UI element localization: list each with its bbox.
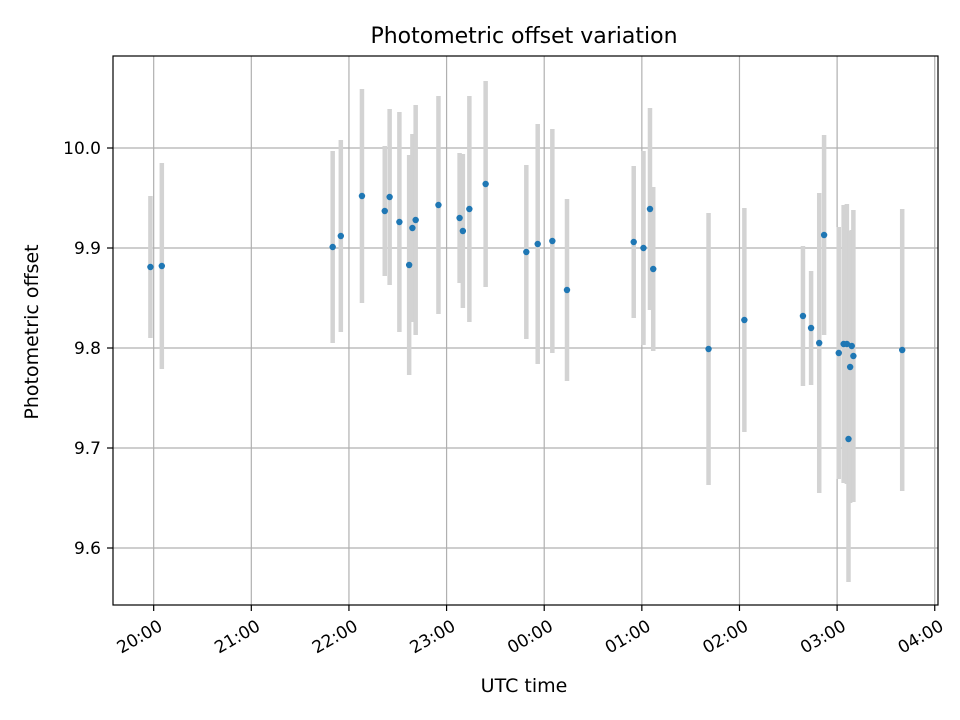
- y-axis-label: Photometric offset: [21, 244, 43, 419]
- x-tick-label: 21:00: [211, 616, 263, 658]
- y-tick-label: 10.0: [63, 139, 101, 159]
- y-tick-label: 9.7: [74, 439, 101, 459]
- data-point: [409, 224, 416, 232]
- data-point: [412, 216, 419, 224]
- x-tick-label: 01:00: [602, 616, 654, 658]
- data-point: [459, 227, 467, 235]
- x-tick-label: 22:00: [309, 616, 361, 658]
- data-point: [358, 192, 366, 200]
- y-tick-label: 9.6: [74, 539, 101, 559]
- data-point: [845, 435, 852, 443]
- y-tick-label: 9.9: [74, 239, 101, 259]
- error-bars: [148, 81, 905, 582]
- x-tick-label: 00:00: [504, 616, 556, 658]
- data-point: [158, 262, 166, 270]
- chart-title: Photometric offset variation: [370, 24, 677, 49]
- data-point: [549, 237, 556, 245]
- x-tick-label: 23:00: [407, 616, 459, 658]
- data-point: [563, 286, 571, 294]
- data-point: [899, 346, 906, 354]
- x-tick-label: 04:00: [895, 616, 947, 658]
- data-point: [807, 324, 815, 332]
- data-point: [846, 363, 854, 371]
- data-point: [337, 232, 345, 240]
- y-tick-label: 9.8: [74, 339, 101, 359]
- data-point: [848, 342, 855, 350]
- data-point: [405, 261, 413, 269]
- data-point: [456, 214, 463, 222]
- x-axis-label: UTC time: [481, 675, 568, 697]
- data-point: [630, 238, 637, 246]
- plot-frame: [112, 55, 939, 606]
- data-point: [386, 193, 393, 201]
- data-point: [147, 263, 154, 271]
- data-point: [329, 243, 336, 251]
- data-point: [850, 352, 857, 360]
- data-point: [435, 201, 442, 209]
- data-point: [816, 339, 823, 347]
- data-point: [843, 340, 851, 348]
- data-point: [741, 316, 748, 324]
- data-point: [646, 205, 654, 213]
- data-points: [147, 180, 906, 443]
- data-point: [705, 345, 712, 353]
- data-point: [396, 218, 403, 226]
- data-point: [835, 349, 842, 357]
- data-point: [466, 205, 473, 213]
- data-point: [650, 265, 657, 273]
- x-tick-label: 03:00: [797, 616, 849, 658]
- axis-ticks: 20:00 21:00 22:00 23:00 00:00 01:00 02:00 03:00…: [63, 139, 947, 658]
- data-point: [640, 244, 647, 252]
- data-point: [482, 180, 489, 188]
- data-point: [820, 231, 828, 239]
- x-tick-label: 20:00: [114, 616, 166, 658]
- data-point: [534, 240, 541, 248]
- data-point: [799, 312, 807, 320]
- x-tick-label: 02:00: [700, 616, 752, 658]
- data-point: [381, 207, 388, 215]
- data-point: [523, 248, 530, 256]
